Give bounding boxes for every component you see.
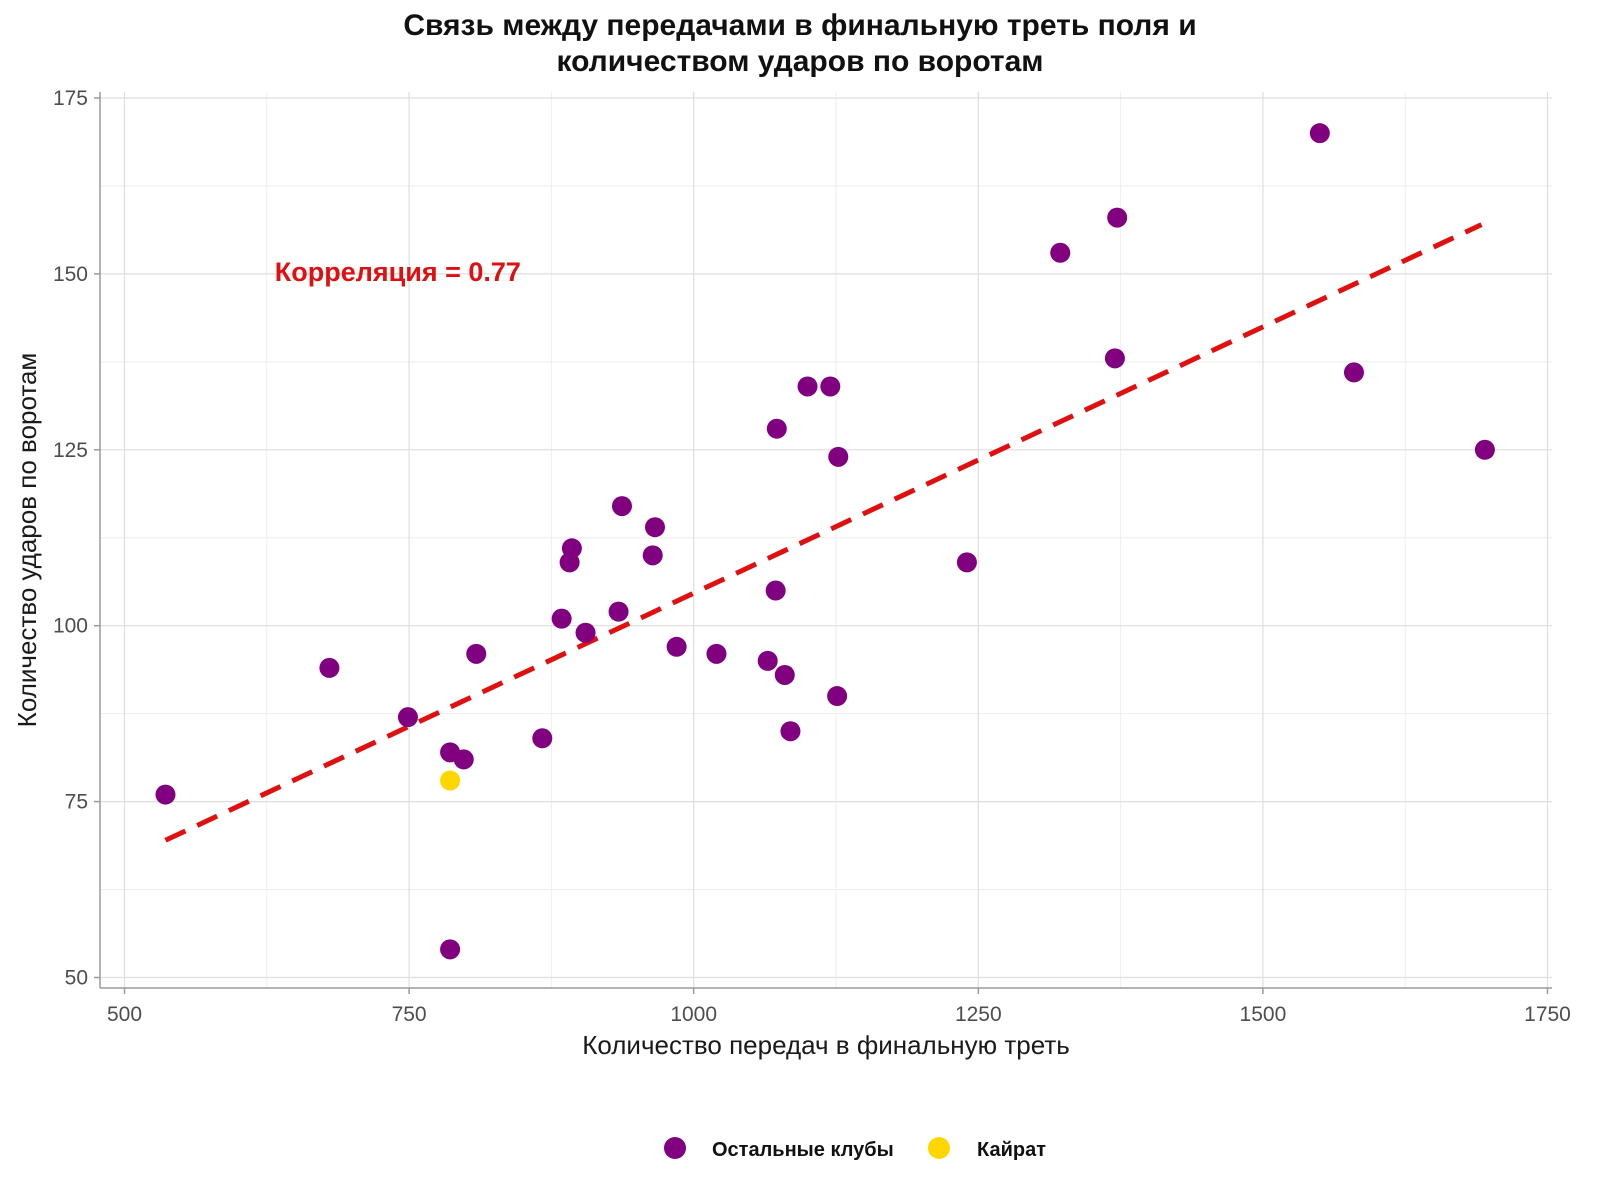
data-point-other-club: [611, 496, 632, 517]
data-point-other-club: [1107, 207, 1128, 228]
data-point-other-club: [466, 643, 487, 664]
data-point-other-club: [397, 707, 418, 728]
legend: Остальные клубы Кайрат: [664, 1137, 1046, 1161]
data-point-other-club: [453, 749, 474, 770]
y-tick-label: 150: [53, 263, 88, 286]
data-point-other-club: [532, 728, 553, 749]
data-point-other-club: [1309, 123, 1330, 144]
data-point-other-club: [797, 376, 818, 397]
y-tick-label: 100: [53, 615, 88, 638]
data-point-other-club: [666, 636, 687, 657]
legend-label-others: Остальные клубы: [712, 1139, 894, 1161]
legend-label-kairat: Кайрат: [977, 1139, 1046, 1161]
data-point-other-club: [1104, 348, 1125, 369]
data-point-other-club: [551, 608, 572, 629]
x-tick-label: 1500: [1240, 1003, 1287, 1026]
data-point-other-club: [608, 601, 629, 622]
chart-title-line-1: Связь между передачами в финальную треть…: [403, 9, 1197, 42]
x-tick-label: 750: [392, 1003, 427, 1026]
chart-title-line-2: количеством ударов по воротам: [556, 45, 1044, 78]
data-point-kairat: [440, 770, 461, 791]
grid-layer: [100, 92, 1552, 988]
correlation-annotation: Корреляция = 0.77: [275, 257, 521, 287]
data-point-other-club: [774, 664, 795, 685]
x-tick-label: 1000: [670, 1003, 717, 1026]
data-point-other-club: [575, 622, 596, 643]
data-point-other-club: [956, 552, 977, 573]
x-tick-label: 1750: [1524, 1003, 1571, 1026]
data-point-other-club: [440, 939, 461, 960]
data-point-other-club: [766, 418, 787, 439]
data-point-other-club: [706, 643, 727, 664]
trend-line: [164, 222, 1483, 843]
data-point-other-club: [561, 538, 582, 559]
x-tick-label: 1250: [955, 1003, 1002, 1026]
data-point-other-club: [780, 721, 801, 742]
x-axis-title: Количество передач в финальную треть: [582, 1030, 1070, 1060]
trend-layer: [164, 222, 1483, 843]
data-point-other-club: [827, 686, 848, 707]
data-point-other-club: [820, 376, 841, 397]
data-point-other-club: [1474, 439, 1495, 460]
data-point-other-club: [1343, 362, 1364, 383]
point-layer: [155, 123, 1495, 960]
legend-swatch-kairat: [928, 1137, 950, 1159]
data-point-other-club: [642, 545, 663, 566]
data-point-other-club: [828, 446, 849, 467]
y-tick-label: 175: [53, 87, 88, 110]
legend-swatch-others: [664, 1137, 686, 1159]
data-point-other-club: [644, 517, 665, 538]
data-point-other-club: [757, 650, 778, 671]
data-point-other-club: [765, 580, 786, 601]
axis-layer: 500 750 1000 1250 1500 1750 50 75 100 125 150 175: [53, 87, 1571, 1026]
data-point-other-club: [319, 657, 340, 678]
y-tick-label: 75: [65, 791, 88, 814]
chart-title: Связь между передачами в финальную треть…: [0, 8, 1600, 80]
y-tick-label: 50: [65, 967, 88, 990]
x-tick-label: 500: [107, 1003, 142, 1026]
y-tick-label: 125: [53, 439, 88, 462]
data-point-other-club: [1050, 242, 1071, 263]
data-point-other-club: [155, 784, 176, 805]
y-axis-title: Количество ударов по воротам: [12, 353, 42, 728]
